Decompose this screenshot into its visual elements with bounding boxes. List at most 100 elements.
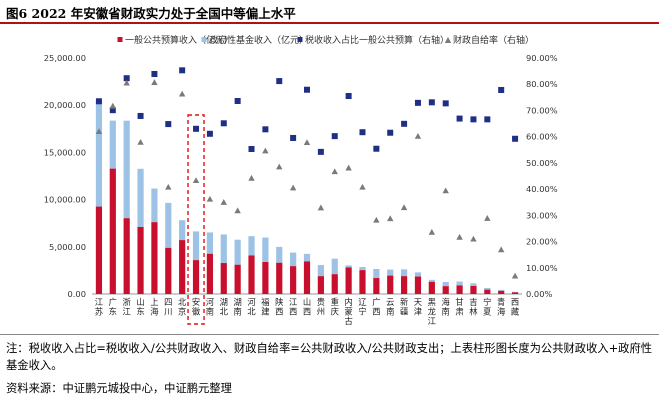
marker-self-浙江	[123, 79, 130, 86]
marker-self-陕西	[276, 163, 283, 170]
bar-fund-江苏	[95, 101, 103, 207]
bar-fund-内蒙古	[345, 265, 352, 268]
category-label-青海: 海	[497, 307, 505, 317]
marker-tax-北京	[179, 67, 186, 74]
marker-tax-山西	[304, 86, 310, 93]
bar-fund-辽宁	[359, 267, 366, 271]
category-label-西藏: 西	[511, 297, 519, 307]
category-label-湖南: 南	[233, 307, 241, 317]
marker-self-天津	[414, 132, 422, 139]
category-label-黑龙江: 黑	[428, 297, 436, 307]
marker-tax-四川	[165, 121, 172, 128]
bar-fund-山西	[303, 253, 311, 262]
bar-fund-黑龙江	[428, 279, 435, 282]
category-label-上海: 海	[150, 307, 158, 317]
marker-tax-湖南	[234, 98, 241, 105]
footnote: 注：税收收入占比=税收收入/公共财政收入、财政自给率=公共财政收入/公共财政支出…	[6, 342, 653, 372]
bar-fund-河北	[248, 236, 255, 256]
marker-self-河北	[248, 174, 255, 181]
category-label-河南: 南	[206, 307, 214, 317]
bar-public-山西	[303, 261, 311, 294]
category-label-青海: 青	[497, 297, 505, 307]
marker-self-河南	[206, 195, 214, 202]
bar-public-湖南	[234, 264, 241, 294]
marker-tax-河北	[248, 145, 255, 152]
left-axis-tick-label: 0.00	[68, 289, 86, 299]
bar-fund-湖北	[220, 234, 227, 264]
legend-label: 税收收入占比一般公共预算（右轴）	[305, 34, 449, 46]
marker-tax-河南	[206, 130, 213, 137]
marker-self-福建	[262, 147, 269, 154]
category-label-黑龙江: 龙	[428, 307, 436, 317]
bar-public-安徽	[192, 260, 200, 294]
category-label-湖南: 湖	[233, 297, 241, 307]
marker-tax-海南	[442, 100, 449, 107]
bar-public-山东	[137, 226, 144, 294]
bar-fund-河南	[206, 232, 214, 254]
right-axis-tick-label: 10.00%	[526, 263, 558, 273]
source-line: 资料来源：中证鹏元城投中心，中证鹏元整理	[6, 382, 232, 395]
category-label-广东: 东	[109, 307, 117, 317]
marker-tax-黑龙江	[428, 99, 435, 106]
marker-tax-重庆	[331, 133, 338, 140]
bar-public-云南	[387, 275, 394, 294]
bar-public-黑龙江	[428, 281, 435, 294]
category-label-宁夏: 夏	[483, 307, 492, 317]
category-label-山东: 东	[136, 307, 144, 317]
bar-public-四川	[165, 247, 172, 294]
category-label-四川: 四	[164, 297, 172, 307]
category-label-北京: 北	[178, 297, 187, 307]
right-axis-tick-label: 0.00%	[526, 289, 552, 299]
marker-self-辽宁	[359, 183, 366, 190]
category-label-内蒙古: 内	[344, 297, 352, 307]
marker-tax-陕西	[276, 78, 283, 85]
right-axis-tick-label: 60.00%	[526, 132, 558, 142]
right-axis-tick-label: 40.00%	[526, 184, 558, 194]
bar-public-西藏	[511, 292, 519, 294]
bar-fund-广西	[373, 268, 380, 279]
right-axis-tick-label: 90.00%	[526, 53, 558, 63]
marker-tax-湖北	[220, 120, 227, 127]
category-label-黑龙江: 江	[428, 316, 436, 326]
marker-self-广东	[109, 102, 117, 109]
bottom-rule	[0, 334, 659, 335]
right-axis-tick-label: 80.00%	[526, 79, 558, 89]
category-label-广东: 广	[109, 297, 117, 307]
marker-tax-青海	[498, 86, 505, 93]
bar-fund-上海	[151, 188, 158, 223]
bar-fund-海南	[442, 282, 449, 287]
bar-public-辽宁	[359, 270, 366, 294]
bar-fund-云南	[387, 269, 394, 276]
category-label-福建: 福	[261, 297, 269, 307]
marker-self-江西	[289, 184, 297, 191]
marker-tax-江苏	[95, 98, 102, 105]
bar-public-新疆	[400, 276, 408, 294]
bar-fund-青海	[498, 289, 505, 291]
marker-self-安徽	[192, 177, 200, 184]
category-label-重庆: 重	[331, 297, 339, 307]
bar-fund-北京	[179, 220, 186, 241]
category-label-江苏: 江	[95, 297, 103, 307]
category-label-云南: 云	[386, 297, 394, 307]
category-label-陕西: 西	[275, 307, 283, 317]
category-label-湖北: 湖	[220, 297, 228, 307]
marker-self-山东	[137, 138, 144, 145]
bar-public-北京	[179, 240, 186, 294]
category-label-内蒙古: 蒙	[344, 307, 352, 317]
marker-tax-辽宁	[359, 129, 366, 136]
category-label-云南: 南	[386, 307, 394, 317]
category-label-内蒙古: 古	[344, 316, 352, 326]
category-label-重庆: 庆	[331, 307, 339, 317]
right-axis-tick-label: 70.00%	[526, 105, 558, 115]
marker-self-吉林	[470, 235, 477, 242]
marker-tax-广东	[109, 107, 116, 114]
left-axis-tick-label: 10,000.00	[44, 195, 86, 205]
marker-self-西藏	[511, 272, 519, 279]
marker-self-上海	[151, 79, 158, 85]
marker-tax-江西	[290, 134, 297, 141]
bar-fund-新疆	[400, 269, 408, 277]
bar-fund-四川	[165, 202, 172, 248]
category-label-北京: 京	[178, 307, 186, 317]
category-label-湖北: 北	[220, 307, 229, 317]
category-label-海南: 海	[442, 297, 450, 307]
